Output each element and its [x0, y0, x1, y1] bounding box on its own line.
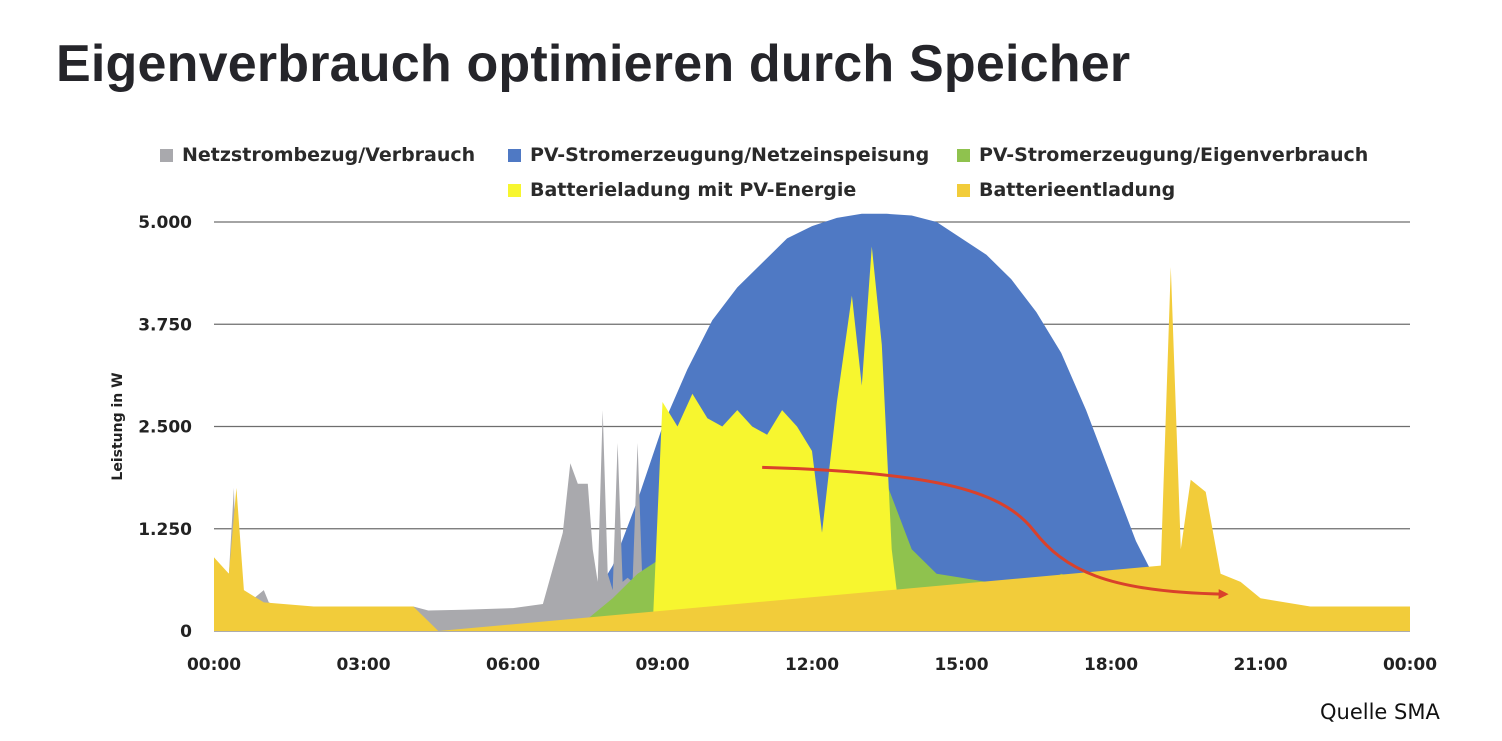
annotations	[762, 465, 1229, 600]
x-tick-label: 12:00	[785, 655, 839, 675]
legend-swatch	[508, 148, 521, 162]
legend-item: Batterieentladung	[957, 179, 1175, 201]
legend-label: Batterieentladung	[979, 179, 1176, 201]
series-area	[214, 410, 713, 631]
legend-label: Netzstrombezug/Verbrauch	[182, 144, 476, 166]
page-title: Eigenverbrauch optimieren durch Speicher	[56, 35, 1131, 93]
y-tick-label: 1.250	[138, 520, 192, 540]
y-tick-label: 3.750	[138, 315, 192, 335]
axes: 0 1.250 2.500 3.750 5.000 00:00 03:00 06:00 09:0…	[110, 213, 1437, 675]
legend-label: Batterieladung mit PV-Energie	[530, 179, 857, 201]
x-tick-label: 06:00	[486, 655, 540, 675]
x-tick-label: 00:00	[1383, 655, 1437, 675]
source-credit: Quelle SMA	[1320, 700, 1440, 724]
legend-item: Batterieladung mit PV-Energie	[508, 179, 856, 201]
x-tick-label: 21:00	[1233, 655, 1287, 675]
legend-label: PV-Stromerzeugung/Netzeinspeisung	[530, 144, 930, 166]
y-tick-label: 2.500	[138, 418, 192, 438]
x-tick-label: 15:00	[934, 655, 988, 675]
legend-label: PV-Stromerzeugung/Eigenverbrauch	[979, 144, 1369, 166]
legend-item: Netzstrombezug/Verbrauch	[160, 144, 475, 166]
y-axis-label: Leistung in W	[110, 372, 126, 480]
legend-swatch	[508, 183, 521, 197]
series-area	[652, 246, 902, 631]
legend-item: PV-Stromerzeugung/Netzeinspeisung	[508, 144, 929, 166]
x-tick-label: 03:00	[336, 655, 390, 675]
x-tick-label: 00:00	[187, 655, 241, 675]
series-areas	[213, 213, 1411, 632]
legend-swatch	[957, 148, 970, 162]
legend-swatch	[957, 183, 970, 197]
legend-swatch	[160, 148, 173, 162]
legend-item: PV-Stromerzeugung/Eigenverbrauch	[957, 144, 1368, 166]
trend-arrow	[762, 465, 1229, 600]
y-tick-label: 5.000	[138, 213, 192, 233]
x-tick-label: 18:00	[1084, 655, 1138, 675]
x-tick-label: 09:00	[635, 655, 689, 675]
y-tick-label: 0	[180, 622, 192, 642]
series-area	[214, 267, 1410, 631]
